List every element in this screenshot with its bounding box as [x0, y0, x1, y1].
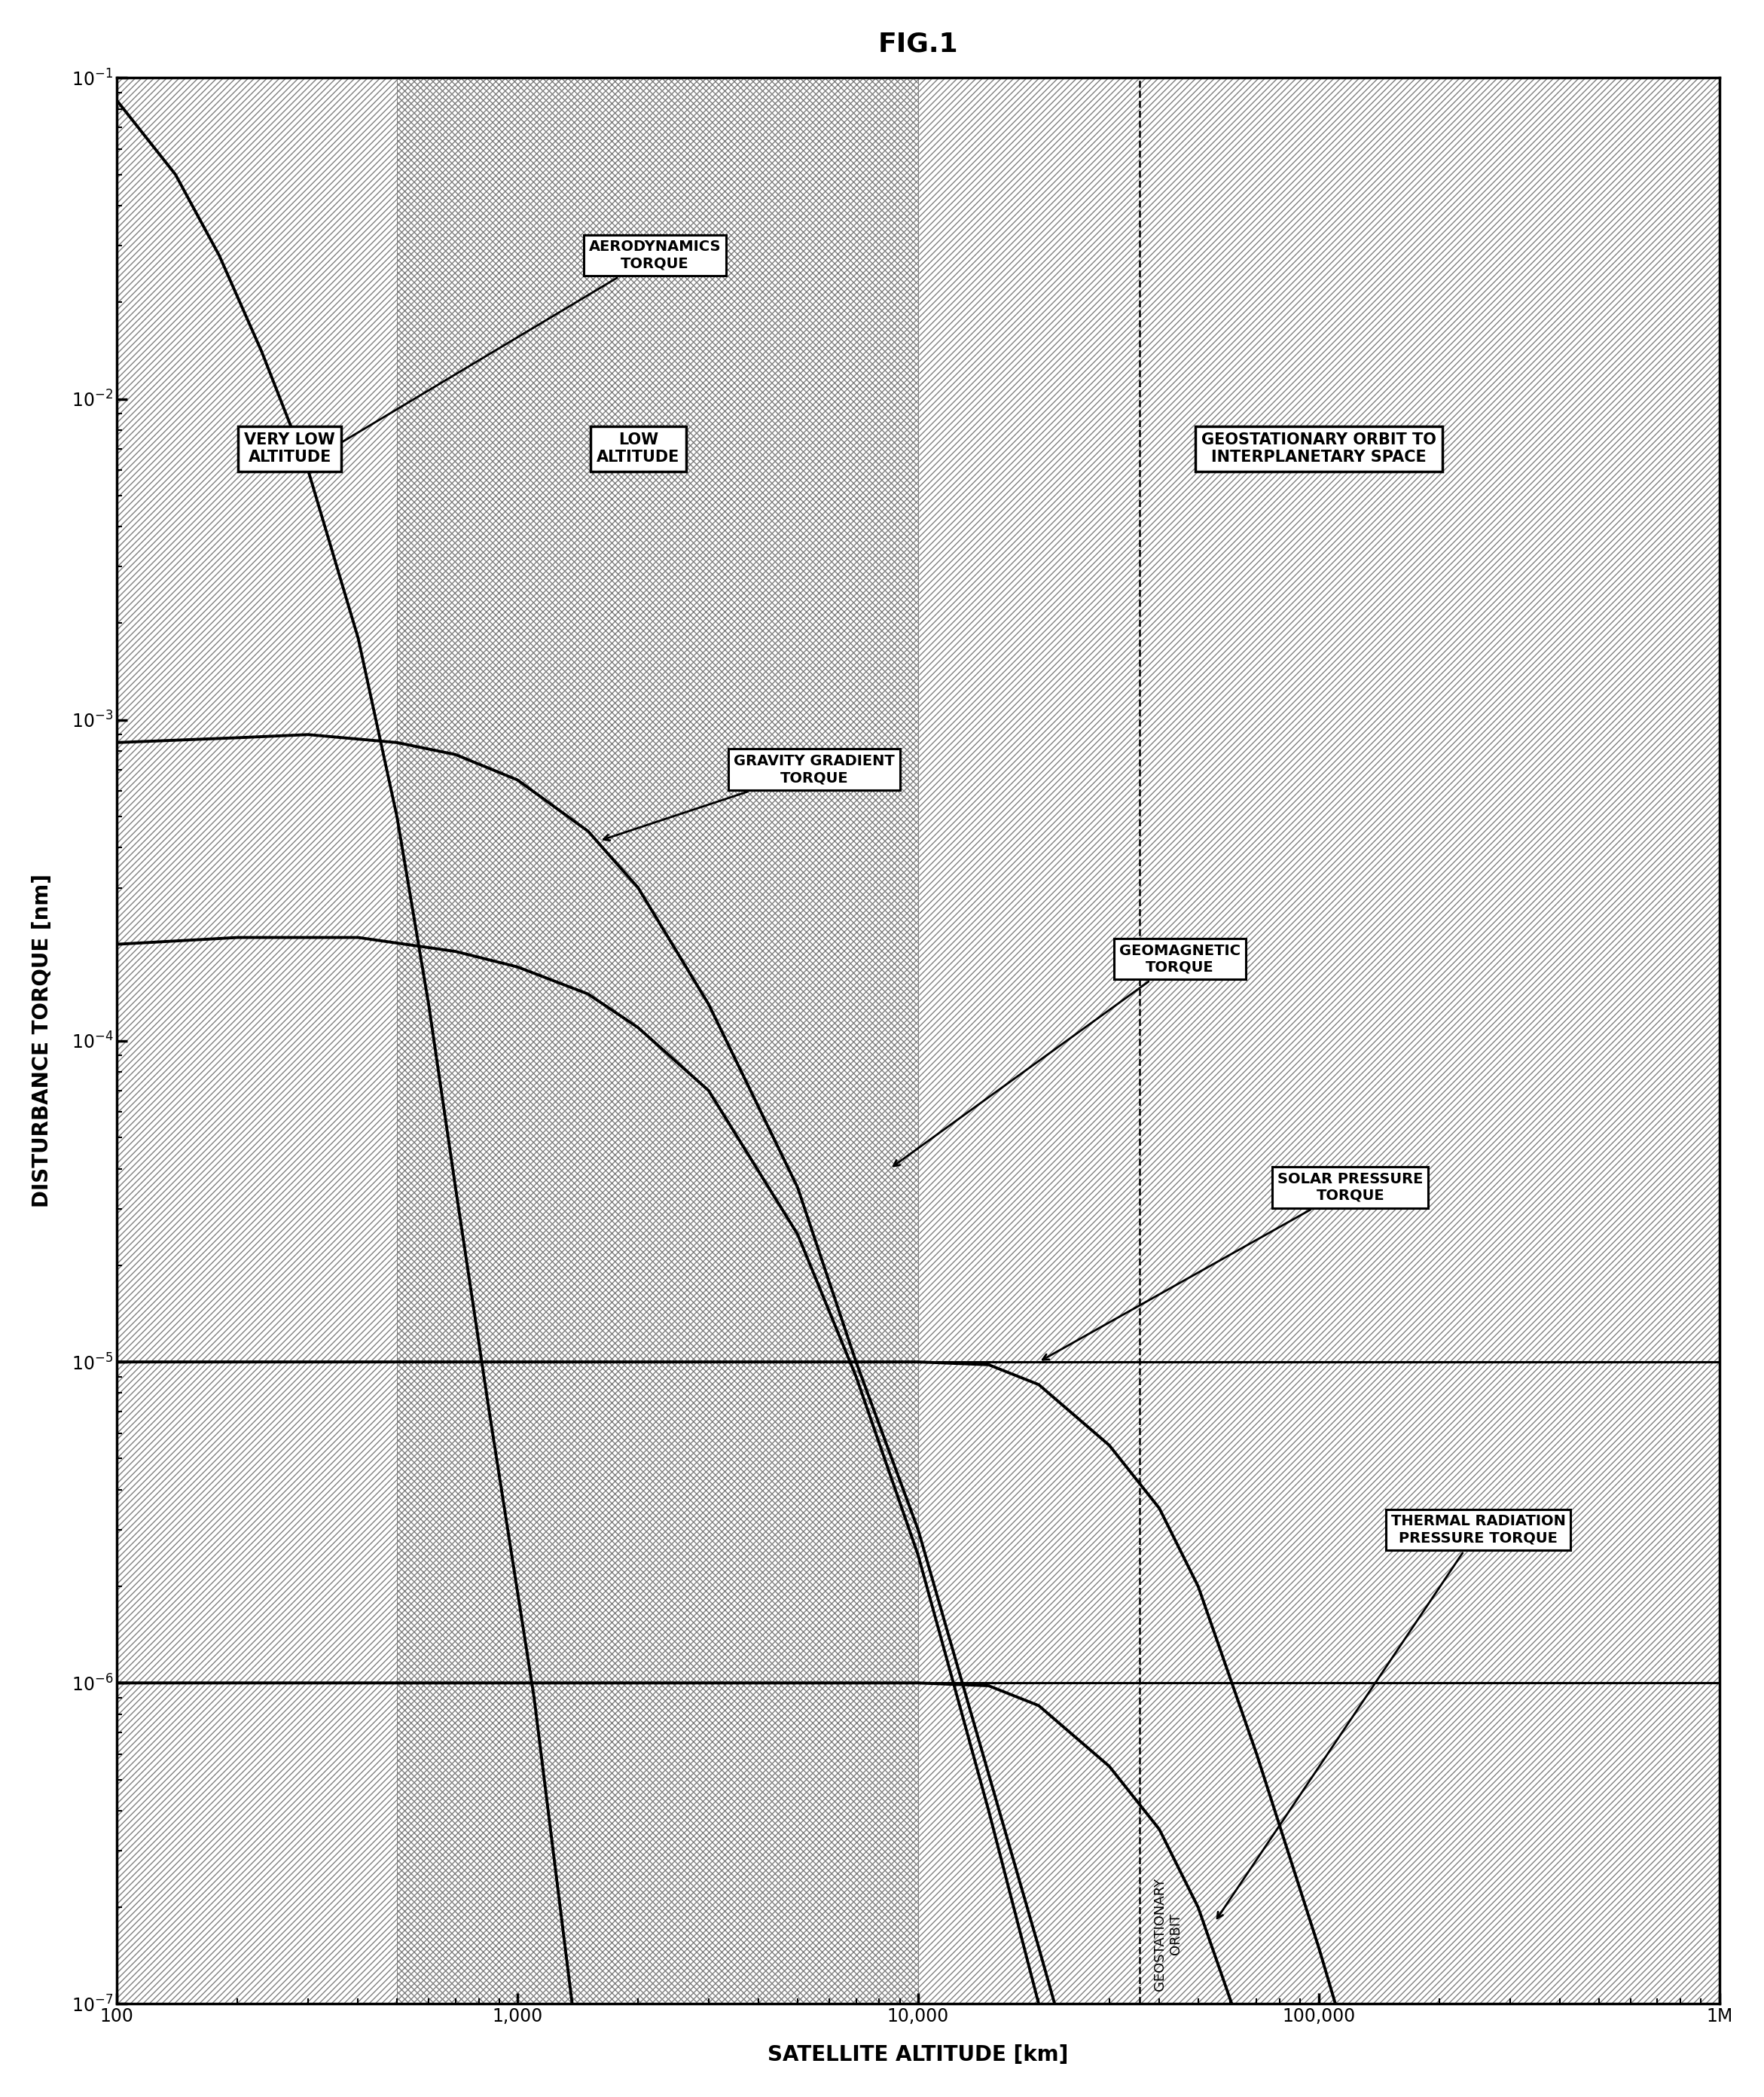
Bar: [397, 78, 917, 2005]
Text: AERODYNAMICS
TORQUE: AERODYNAMICS TORQUE: [318, 239, 721, 457]
Bar: [116, 78, 397, 2005]
Text: GEOSTATIONARY
ORBIT: GEOSTATIONARY ORBIT: [1154, 1877, 1182, 1990]
Bar: [116, 78, 397, 2005]
Text: LOW
ALTITUDE: LOW ALTITUDE: [596, 432, 679, 466]
Text: THERMAL RADIATION
PRESSURE TORQUE: THERMAL RADIATION PRESSURE TORQUE: [1217, 1514, 1565, 1919]
Text: GEOSTATIONARY ORBIT TO
INTERPLANETARY SPACE: GEOSTATIONARY ORBIT TO INTERPLANETARY SP…: [1201, 432, 1436, 466]
Title: FIG.1: FIG.1: [878, 31, 958, 57]
Text: SOLAR PRESSURE
TORQUE: SOLAR PRESSURE TORQUE: [1043, 1172, 1424, 1359]
Text: GRAVITY GRADIENT
TORQUE: GRAVITY GRADIENT TORQUE: [603, 755, 894, 841]
Bar: [397, 78, 917, 2005]
Text: VERY LOW
ALTITUDE: VERY LOW ALTITUDE: [243, 432, 335, 466]
X-axis label: SATELLITE ALTITUDE [km]: SATELLITE ALTITUDE [km]: [767, 2045, 1069, 2066]
Y-axis label: DISTURBANCE TORQUE [nm]: DISTURBANCE TORQUE [nm]: [32, 874, 53, 1208]
Text: GEOMAGNETIC
TORQUE: GEOMAGNETIC TORQUE: [893, 944, 1240, 1166]
